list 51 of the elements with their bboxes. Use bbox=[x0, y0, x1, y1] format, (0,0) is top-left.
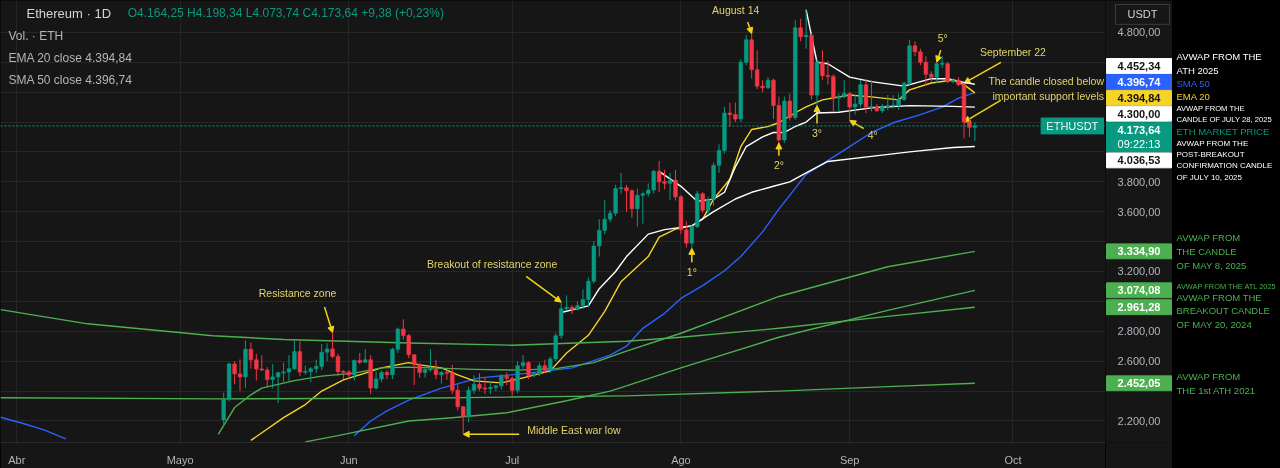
text: EMA 20 bbox=[1176, 91, 1210, 103]
text: SMA 50 bbox=[1176, 77, 1210, 89]
text: 3.334,90 bbox=[1117, 245, 1161, 258]
annotation: 2° bbox=[773, 158, 784, 171]
annotation: Resistance zone bbox=[258, 287, 337, 300]
annotation: O4.164,25 H4.198,34 L4.073,74 C4.173,64 +9,38 (+0,23%) bbox=[127, 6, 444, 21]
y-tick-label: 3.600,00 bbox=[1117, 205, 1161, 218]
x-tick-label: Abr bbox=[8, 453, 26, 466]
text: 4.396,74 bbox=[1117, 75, 1162, 88]
annotation: EMA 20 close 4.394,84 bbox=[8, 51, 133, 66]
text: AVWAP FROM THE BREAKOUT CANDLE OF MAY 20, 2024 bbox=[1176, 291, 1270, 331]
y-tick-label: 4.800,00 bbox=[1117, 26, 1161, 39]
annotation: Vol. · ETH bbox=[8, 29, 64, 44]
annotation: 5° bbox=[937, 32, 948, 45]
annotation: September 22 bbox=[979, 46, 1047, 59]
y-tick-label: 2.600,00 bbox=[1117, 355, 1161, 368]
text: AVWAP FROM THE CANDLE OF MAY 8, 2025 bbox=[1176, 232, 1247, 271]
x-tick-label: Sep bbox=[839, 453, 860, 466]
annotation: 3° bbox=[811, 127, 823, 140]
text: 4.394,84 bbox=[1117, 91, 1162, 104]
text: 4.036,53 bbox=[1117, 154, 1161, 167]
y-tick-label: 3.200,00 bbox=[1117, 265, 1161, 278]
text: 3.074,08 bbox=[1117, 284, 1161, 297]
annotation: SMA 50 close 4.396,74 bbox=[8, 72, 133, 87]
y-axis-title: USDT bbox=[1127, 8, 1158, 21]
x-tick-label: Oct bbox=[1004, 453, 1022, 466]
annotation: The candle closed below important support levels bbox=[988, 74, 1105, 102]
text: 4.300,00 bbox=[1117, 107, 1161, 120]
annotation: Breakout of resistance zone bbox=[427, 258, 558, 271]
x-tick-label: Jun bbox=[340, 453, 358, 466]
annotation: 4° bbox=[867, 129, 878, 142]
y-tick-label: 2.800,00 bbox=[1117, 325, 1161, 338]
y-tick-label: 3.800,00 bbox=[1117, 175, 1161, 188]
x-tick-label: Ago bbox=[671, 453, 691, 466]
x-tick-label: Mayo bbox=[166, 453, 194, 466]
text: 2.961,28 bbox=[1117, 301, 1161, 314]
annotation: Middle East war low bbox=[527, 424, 621, 437]
text: 4.173,64 bbox=[1117, 123, 1162, 136]
annotation: August 14 bbox=[712, 3, 760, 16]
chart-title: Ethereum · 1D bbox=[26, 5, 112, 21]
ref-line-label: ETHUSDT bbox=[1046, 119, 1099, 132]
text: 2.452,05 bbox=[1117, 377, 1161, 390]
text: AVWAP FROM THE POST-BREAKOUT CONFIRMATION CANDLE OF JULY 10, 2025 bbox=[1176, 138, 1273, 182]
text: AVWAP FROM THE 1st ATH 2021 bbox=[1176, 370, 1255, 396]
y-tick-label: 2.200,00 bbox=[1117, 414, 1161, 427]
text: AVWAP FROM THE ATH 2025 bbox=[1176, 51, 1262, 76]
annotation: 1° bbox=[686, 266, 697, 279]
text: ETH MARKET PRICE bbox=[1176, 125, 1270, 137]
x-tick-label: Jul bbox=[505, 453, 520, 466]
text: 4.452,34 bbox=[1117, 60, 1162, 73]
text: 09:22:13 bbox=[1117, 138, 1161, 151]
